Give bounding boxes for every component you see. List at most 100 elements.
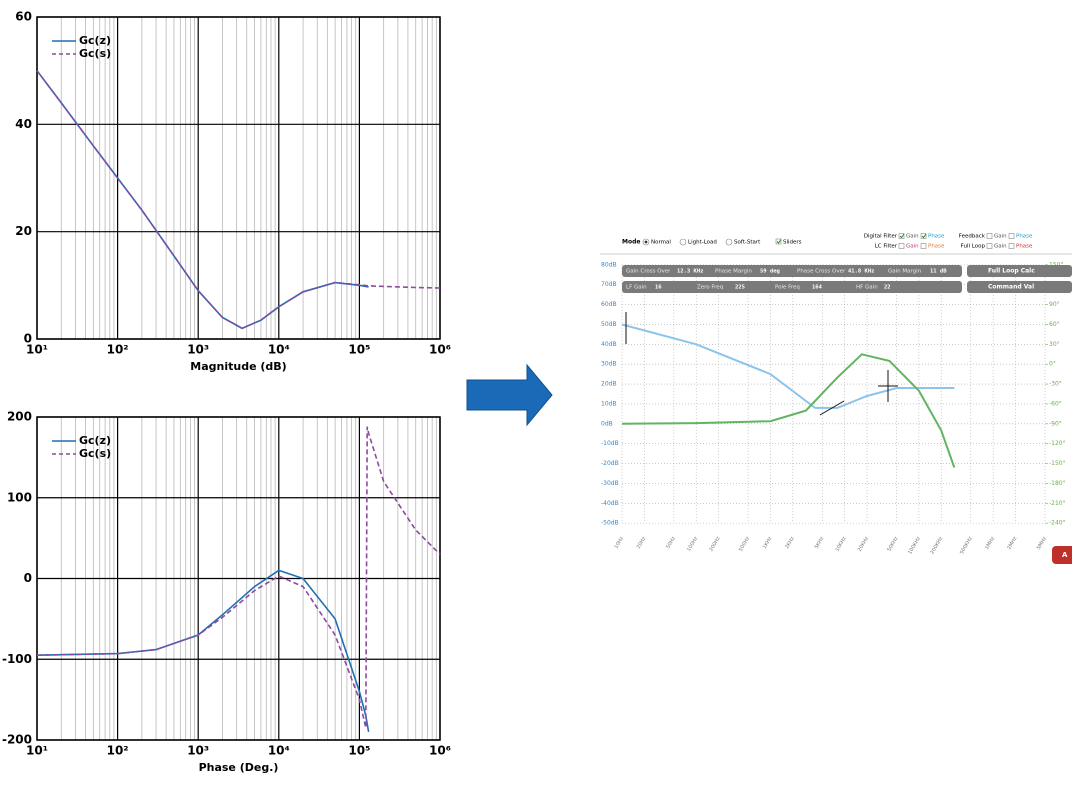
checkbox[interactable]: [920, 243, 927, 249]
x-axis-title: Phase (Deg.): [199, 761, 279, 774]
radio[interactable]: [725, 238, 733, 246]
y-tick-label: -50dB: [601, 520, 619, 527]
legend-label: Gc(s): [79, 447, 111, 460]
filter-option[interactable]: Phase: [928, 244, 945, 250]
mode-option[interactable]: Normal: [651, 240, 671, 246]
filter-option[interactable]: Phase: [1016, 234, 1033, 240]
y2-tick-label: -180°: [1049, 480, 1066, 487]
readout-label: Gain Cross Over: [626, 269, 671, 275]
legend: Gc(z)Gc(s): [52, 34, 111, 60]
x-tick-label: 20Hz: [636, 536, 648, 550]
mode-option[interactable]: Soft-Start: [734, 240, 761, 246]
filter-option[interactable]: Gain: [994, 234, 1007, 240]
filter-label: LC Filter: [875, 244, 898, 250]
y-tick-label: 80dB: [601, 261, 617, 268]
filter-option[interactable]: Gain: [994, 244, 1007, 250]
readout-value: 164: [812, 285, 823, 291]
radio-dot: [644, 240, 648, 244]
mode-label: Mode -: [622, 239, 646, 246]
button[interactable]: [1052, 546, 1072, 564]
checkbox[interactable]: [986, 233, 993, 239]
readout-value: 41.8 KHz: [848, 269, 875, 275]
legend: Gc(z)Gc(s): [52, 434, 111, 460]
button-label[interactable]: Command Val: [988, 284, 1034, 291]
y-tick-label: 10dB: [601, 400, 617, 407]
y-tick-label: -20dB: [601, 460, 619, 467]
button-label[interactable]: A: [1062, 551, 1068, 559]
y-tick-label: 40dB: [601, 341, 617, 348]
mode-option[interactable]: Light-Load: [688, 240, 717, 246]
x-tick-label: 10Hz: [613, 536, 625, 550]
legend-label: Gc(z): [79, 34, 111, 47]
button-bar[interactable]: [967, 265, 1072, 277]
checkbox[interactable]: [775, 238, 782, 245]
readout-value: 11 dB: [930, 269, 947, 275]
readout-label: HF Gain: [856, 285, 878, 291]
y2-tick-label: -210°: [1049, 500, 1066, 507]
y-tick-label: 50dB: [601, 321, 617, 328]
y-tick-label: 20dB: [601, 381, 617, 388]
data-line: [36, 70, 441, 330]
y-tick-label: -40dB: [601, 500, 619, 507]
y2-tick-label: -120°: [1049, 440, 1066, 447]
readout-label: Gain Margin: [888, 269, 922, 275]
readout-label: Phase Margin: [715, 269, 752, 275]
x-tick-label: 10⁵: [348, 343, 370, 357]
checkbox[interactable]: [1008, 243, 1015, 249]
filter-option[interactable]: Gain: [906, 244, 919, 250]
checkbox[interactable]: [986, 243, 993, 249]
chart: 10¹ 10² 10³ 10⁴ 10⁵ 10⁶ -200 -100 0 100 200 Phase (…: [2, 410, 451, 775]
y2-tick-label: -60°: [1049, 400, 1062, 407]
y2-tick-label: 0°: [1049, 361, 1056, 368]
radio[interactable]: [679, 238, 687, 246]
y-tick-label: -30dB: [601, 480, 619, 487]
slider-handle[interactable]: [819, 400, 845, 416]
plot-frame: [36, 416, 441, 741]
checkbox[interactable]: [898, 243, 905, 249]
x-tick-label: 10²: [107, 343, 129, 357]
readout-value: 22: [884, 285, 891, 291]
readout-label: Phase Cross Over: [797, 269, 846, 275]
button-label[interactable]: Full Loop Calc: [988, 268, 1035, 275]
readout-bar: [622, 265, 962, 277]
x-tick-label: 10⁴: [268, 744, 290, 758]
check-mark: [776, 239, 782, 244]
filter-label: Full Loop: [961, 244, 986, 250]
plot-frame: [36, 16, 441, 340]
y-tick-label: 70dB: [601, 281, 617, 288]
tool-background: [590, 226, 1072, 570]
readout-value: 12.3 KHz: [677, 269, 704, 275]
filter-option[interactable]: Gain: [906, 234, 919, 240]
readout-label: Zero Freq: [697, 285, 723, 291]
filter-option[interactable]: Phase: [1016, 244, 1033, 250]
readout-label: LF Gain: [626, 285, 647, 291]
legend-label: Gc(s): [79, 47, 111, 60]
filter-label: Feedback: [959, 234, 986, 240]
checkbox[interactable]: [1008, 233, 1015, 239]
y-tick-label: -10dB: [601, 440, 619, 447]
readout-label: Pole Freq: [775, 285, 800, 291]
y-tick-label: 200: [7, 410, 32, 424]
tool-panel: [590, 226, 1072, 570]
readout-value: 59 deg: [760, 269, 780, 275]
filter-option[interactable]: Phase: [928, 234, 945, 240]
y2-tick-label: 150°: [1049, 261, 1063, 268]
x-tick-label: 10³: [187, 343, 209, 357]
sliders-label[interactable]: Sliders: [783, 240, 802, 246]
y-tick-label: 20: [15, 224, 32, 238]
readout-bar: [622, 281, 962, 293]
checkbox[interactable]: [920, 233, 927, 239]
x-tick-label: 50Hz: [665, 536, 677, 550]
y2-tick-label: 30°: [1049, 341, 1060, 348]
readout-value: 225: [735, 285, 745, 291]
button-bar[interactable]: [967, 281, 1072, 293]
check-mark: [921, 233, 927, 239]
checkbox[interactable]: [898, 233, 905, 239]
y2-tick-label: 60°: [1049, 321, 1060, 328]
check-mark: [899, 233, 905, 239]
filter-label: Digital Filter: [864, 234, 898, 240]
x-tick-label: 10⁵: [348, 744, 370, 758]
y2-tick-label: -90°: [1049, 420, 1062, 427]
